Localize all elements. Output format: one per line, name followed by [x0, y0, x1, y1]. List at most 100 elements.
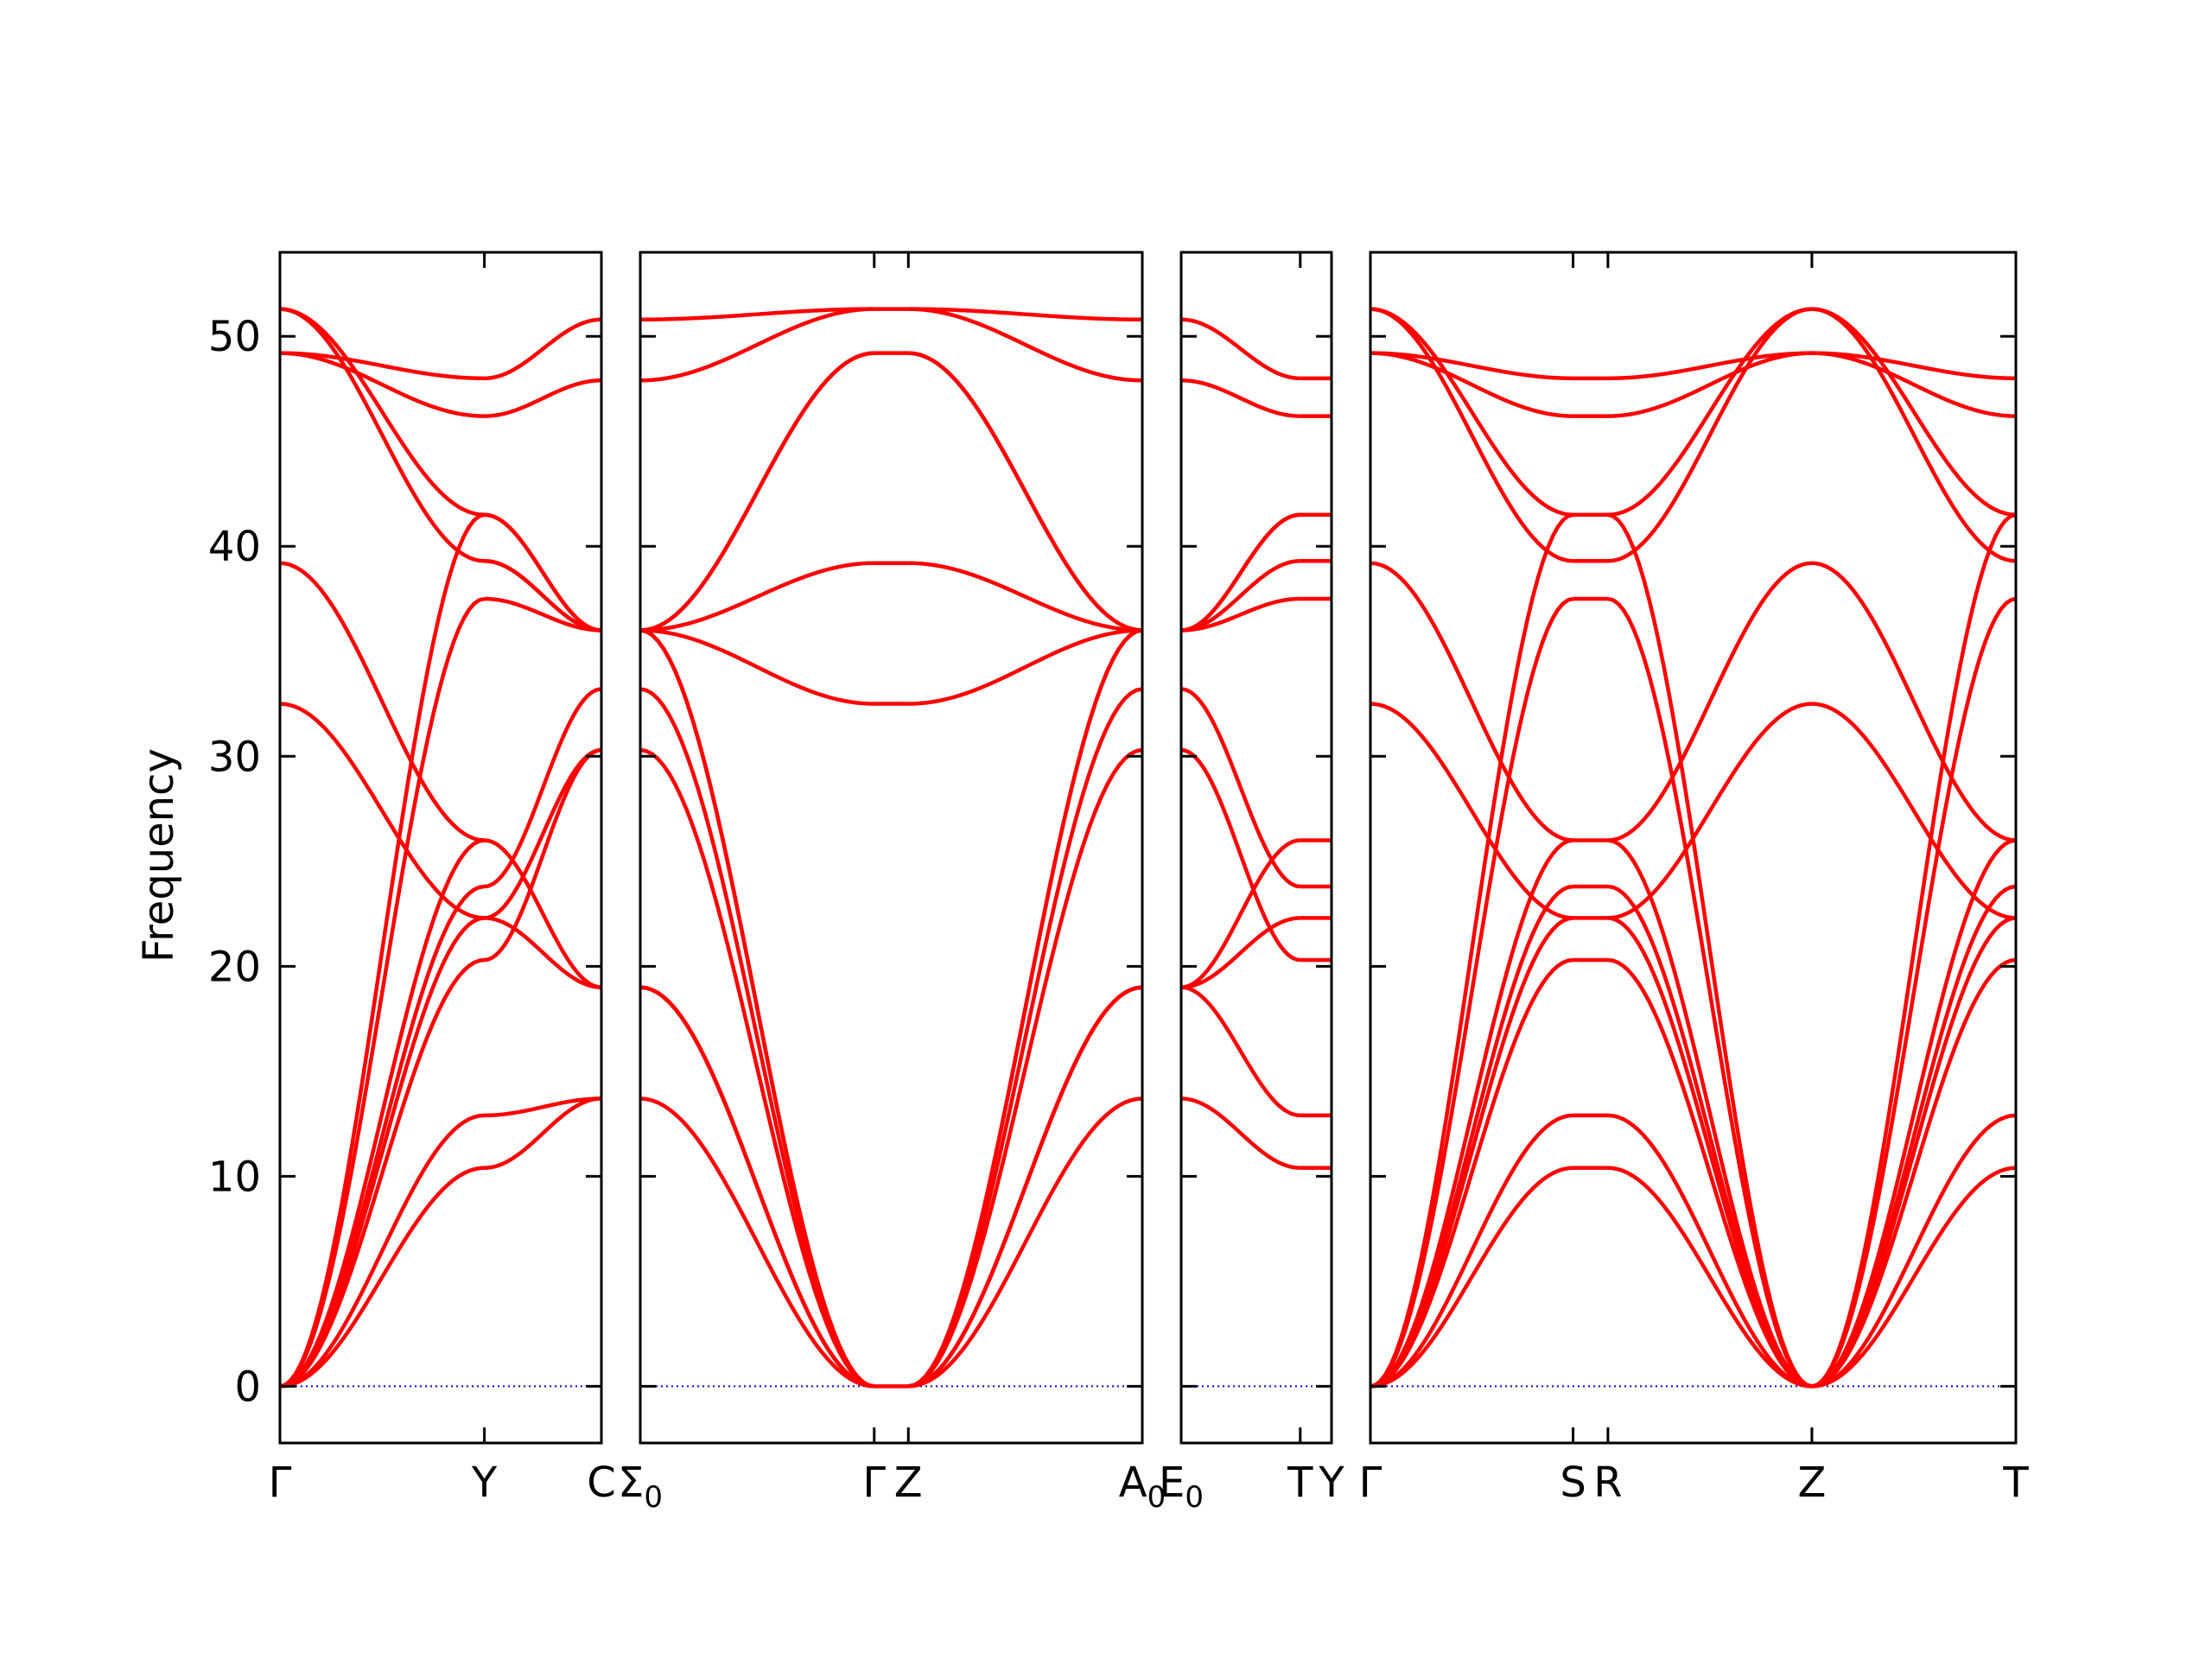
- band-line: [1180, 687, 1301, 889]
- band-line: [1180, 596, 1300, 632]
- band-line: [1370, 307, 1573, 518]
- x-tick-label: S: [1560, 1459, 1586, 1507]
- panel-frame: [1369, 251, 2018, 1445]
- band-line: [908, 985, 1143, 1389]
- band-panel-3: E0 T Y: [1159, 251, 1344, 1515]
- x-tick-label: Y: [1318, 1459, 1344, 1507]
- x-tick-label: C: [587, 1459, 616, 1507]
- band-line: [639, 628, 875, 1389]
- band-line: [279, 1113, 485, 1389]
- band-line: [639, 307, 874, 383]
- band-line: [279, 838, 485, 1389]
- y-tick-label: 30: [208, 733, 261, 781]
- band-line: [907, 687, 1143, 1389]
- band-line: [1370, 916, 1573, 1389]
- band-line: [639, 687, 875, 1389]
- x-tick-label: Γ: [1359, 1459, 1382, 1507]
- x-tick-label: Z: [894, 1459, 923, 1507]
- band-line: [1180, 1096, 1300, 1170]
- x-tick-label: R: [1593, 1459, 1622, 1507]
- band-line: [279, 1166, 485, 1389]
- band-line: [1180, 378, 1300, 418]
- y-tick-label: 20: [208, 943, 261, 991]
- band-line: [1811, 702, 2017, 920]
- band-line: [1607, 838, 1813, 1389]
- y-tick-label: 50: [208, 313, 261, 361]
- band-line: [1180, 317, 1300, 381]
- band-line: [1607, 1113, 1813, 1389]
- band-line: [1607, 957, 1813, 1389]
- band-line: [279, 307, 485, 563]
- x-tick-label: Z: [1798, 1459, 1827, 1507]
- band-line: [1180, 512, 1300, 632]
- band-line: [484, 1096, 602, 1170]
- band-line: [1811, 512, 2017, 1389]
- band-line: [639, 307, 874, 322]
- band-line: [1370, 351, 1573, 418]
- band-line: [1607, 307, 1813, 518]
- band-line: [1607, 916, 1813, 1389]
- band-line: [484, 559, 602, 632]
- x-tick-label: Σ0: [618, 1459, 663, 1515]
- band-line: [1811, 916, 2017, 1389]
- band-line: [484, 687, 602, 889]
- band-line: [908, 1096, 1143, 1389]
- band-line: [279, 512, 486, 1389]
- band-line: [1180, 916, 1300, 989]
- band-line: [1811, 561, 2017, 842]
- y-axis-label: Frequency: [135, 748, 183, 963]
- band-line: [279, 957, 485, 1389]
- band-line: [639, 1096, 874, 1389]
- band-line: [1607, 1166, 1813, 1389]
- band-line: [1811, 351, 2017, 381]
- band-line: [1180, 559, 1300, 632]
- band-line: [484, 378, 602, 418]
- band-line: [1370, 351, 1573, 381]
- band-line: [1180, 985, 1300, 1118]
- band-line: [1370, 307, 1573, 563]
- y-tick-label: 0: [234, 1363, 261, 1411]
- band-line: [639, 985, 874, 1389]
- band-line: [1811, 307, 2017, 563]
- band-line: [279, 702, 485, 920]
- band-line: [1811, 307, 2017, 518]
- band-line: [484, 317, 602, 381]
- band-line: [484, 512, 602, 632]
- band-line: [639, 628, 874, 706]
- band-panel-1: Γ Y C 0 10 20 30 40 50: [208, 251, 616, 1507]
- band-line: [484, 747, 602, 920]
- band-line: [908, 628, 1143, 706]
- band-line: [1370, 1166, 1573, 1389]
- band-panel-2: Σ0 Γ Z A0: [618, 251, 1166, 1515]
- y-tick-label: 40: [208, 523, 261, 571]
- x-tick-label: T: [1287, 1459, 1313, 1507]
- panel-frame: [278, 251, 603, 1445]
- band-line: [908, 307, 1143, 383]
- band-line: [639, 351, 874, 632]
- band-line: [1607, 351, 1812, 381]
- x-tick-label: T: [2002, 1459, 2029, 1507]
- band-line: [1607, 702, 1813, 920]
- band-line: [1811, 957, 2017, 1389]
- band-line: [484, 596, 602, 632]
- band-line: [907, 628, 1143, 1389]
- band-line: [908, 561, 1143, 632]
- band-line: [1370, 512, 1574, 1389]
- y-tick-label: 10: [208, 1153, 261, 1201]
- band-line: [1370, 1113, 1573, 1389]
- band-line: [484, 747, 602, 963]
- band-line: [279, 351, 485, 381]
- x-tick-label: E0: [1159, 1459, 1204, 1515]
- band-line: [279, 916, 485, 1389]
- panel-frame: [639, 251, 1144, 1445]
- band-line: [484, 916, 602, 989]
- x-tick-label: Y: [471, 1459, 498, 1507]
- band-line: [1607, 351, 1812, 418]
- band-line: [1811, 1113, 2017, 1389]
- band-line: [639, 747, 875, 1389]
- band-line: [1370, 838, 1573, 1389]
- x-tick-label: Γ: [862, 1459, 886, 1507]
- band-line: [1607, 512, 1813, 1389]
